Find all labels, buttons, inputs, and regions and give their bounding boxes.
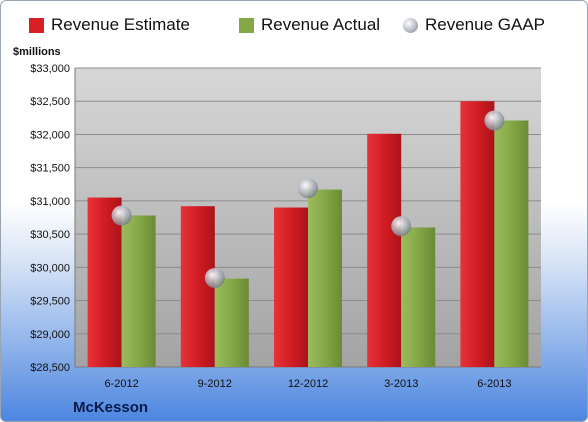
x-tick-label: 9-2012 xyxy=(198,378,232,390)
legend-circle-marker xyxy=(403,17,418,33)
legend-item-revenue-estimate: Revenue Estimate xyxy=(29,15,190,35)
bar-revenue-estimate xyxy=(460,101,495,367)
bar-revenue-estimate xyxy=(87,197,122,367)
marker-revenue-gaap xyxy=(204,267,225,288)
bar-revenue-actual xyxy=(401,227,436,367)
y-tick-label: $32,500 xyxy=(30,96,70,108)
bar-revenue-estimate xyxy=(274,207,308,367)
x-tick-label: 3-2013 xyxy=(384,378,418,390)
y-axis-unit-label: $millions xyxy=(13,46,61,58)
y-tick-label: $30,500 xyxy=(30,229,70,241)
y-tick-label: $29,500 xyxy=(30,296,70,308)
y-tick-label: $31,000 xyxy=(30,196,70,208)
marker-revenue-gaap xyxy=(298,178,318,199)
legend-swatch xyxy=(29,17,44,33)
bar-revenue-actual xyxy=(494,120,529,367)
chart-legend: Revenue Estimate Revenue Actual Revenue GA… xyxy=(1,15,587,45)
y-tick-label: $32,000 xyxy=(30,129,70,141)
legend-label: Revenue GAAP xyxy=(425,15,546,34)
legend-item-revenue-actual: Revenue Actual xyxy=(239,15,380,35)
marker-revenue-gaap xyxy=(391,216,412,237)
y-tick-label: $30,000 xyxy=(30,262,70,274)
x-tick-label: 6-2012 xyxy=(104,378,138,390)
x-tick-label: 6-2013 xyxy=(477,378,511,390)
bar-revenue-actual xyxy=(214,278,249,367)
y-tick-label: $31,500 xyxy=(30,163,70,175)
x-tick-label: 12-2012 xyxy=(288,378,328,390)
y-tick-label: $33,000 xyxy=(30,63,70,75)
marker-revenue-gaap xyxy=(484,110,505,131)
y-tick-label: $28,500 xyxy=(30,362,70,374)
legend-swatch xyxy=(239,17,254,33)
company-label: McKesson xyxy=(73,399,149,416)
y-tick-label: $29,000 xyxy=(30,329,70,341)
legend-item-revenue-gaap: Revenue GAAP xyxy=(403,15,545,35)
legend-label: Revenue Estimate xyxy=(51,15,190,34)
bar-revenue-actual xyxy=(121,215,156,367)
marker-revenue-gaap xyxy=(111,205,132,226)
legend-label: Revenue Actual xyxy=(261,15,381,34)
bar-revenue-estimate xyxy=(367,133,402,367)
bar-revenue-estimate xyxy=(180,206,215,367)
bar-revenue-actual xyxy=(308,189,342,367)
